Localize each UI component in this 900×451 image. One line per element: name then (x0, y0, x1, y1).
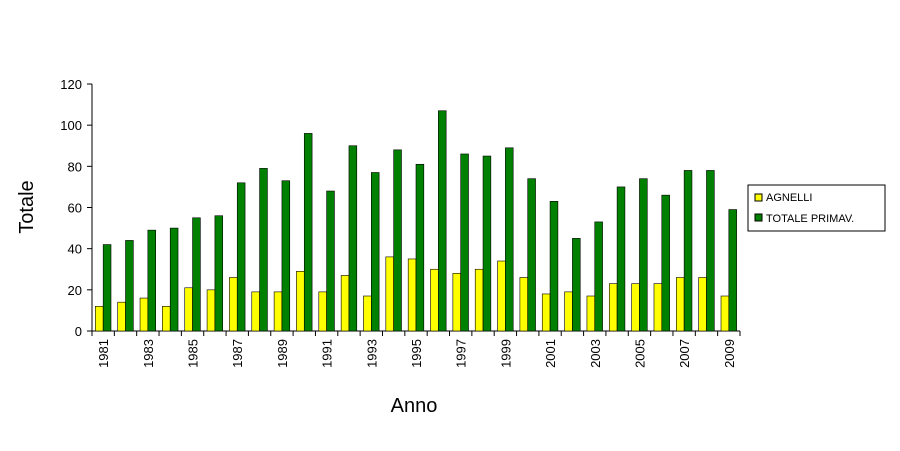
bar-agnelli (296, 271, 305, 332)
bar-totale-primav (438, 110, 447, 332)
x-tick-label: 1985 (186, 339, 201, 368)
bar-agnelli (162, 305, 171, 332)
bar-agnelli (698, 277, 707, 332)
bar-totale-primav (415, 163, 425, 332)
bar-totale-primav (147, 229, 156, 332)
bar-totale-primav (661, 194, 670, 332)
y-tick-label: 40 (68, 242, 82, 257)
x-tick-label: 2007 (677, 339, 692, 368)
bar-totale-primav (259, 168, 268, 332)
bar-totale-primav (348, 145, 358, 332)
x-tick-label: 2003 (588, 339, 603, 368)
bar-agnelli (474, 268, 484, 332)
bar-agnelli (541, 293, 551, 332)
bar-agnelli (653, 283, 663, 332)
bar-agnelli (497, 260, 506, 332)
bar-totale-primav (505, 147, 514, 332)
legend-label-agnelli: AGNELLI (766, 192, 812, 204)
bar-totale-primav (527, 178, 536, 332)
bar-agnelli (340, 275, 350, 332)
x-tick-label: 1997 (454, 339, 469, 368)
bar-agnelli (229, 277, 238, 332)
bar-agnelli (273, 291, 283, 332)
x-tick-label: 1993 (364, 339, 379, 368)
bars (95, 110, 737, 332)
x-tick-label: 1999 (498, 339, 513, 368)
y-tick-label: 80 (68, 159, 82, 174)
bar-totale-primav (549, 201, 559, 332)
legend-box (747, 184, 886, 232)
bar-agnelli (117, 301, 126, 332)
x-tick-label: 2005 (632, 339, 647, 368)
x-tick-label: 1991 (320, 339, 335, 368)
bar-totale-primav (683, 170, 693, 332)
bar-agnelli (318, 291, 327, 332)
legend-label-totale-primav: TOTALE PRIMAV. (766, 213, 854, 225)
bar-agnelli (139, 297, 149, 332)
bar-totale-primav (192, 217, 201, 332)
x-tick-label: 1989 (275, 339, 290, 368)
legend-swatch-agnelli (754, 193, 763, 202)
y-tick-label: 20 (68, 283, 82, 298)
bar-totale-primav (326, 190, 335, 332)
x-tick-label: 1987 (230, 339, 245, 368)
bar-agnelli (608, 283, 618, 332)
y-tick-label: 100 (60, 118, 82, 133)
bar-totale-primav (728, 209, 737, 332)
x-tick-label: 1995 (409, 339, 424, 368)
bar-totale-primav (393, 149, 402, 332)
bar-agnelli (676, 277, 685, 332)
x-axis-title: Anno (391, 395, 438, 417)
bar-agnelli (184, 287, 193, 332)
bar-totale-primav (236, 182, 246, 332)
x-ticks: 1981 1983 1985 1987 1989 1991 1993 1995 1997 1999… (91, 331, 741, 368)
x-tick-label: 2009 (722, 339, 737, 368)
bar-totale-primav (616, 186, 626, 332)
bar-totale-primav (214, 215, 224, 332)
bar-totale-primav (706, 170, 715, 332)
bar-agnelli (363, 295, 372, 332)
bar-agnelli (631, 283, 640, 332)
bar-agnelli (452, 273, 461, 332)
bar-totale-primav (572, 238, 581, 332)
y-tick-label: 120 (60, 77, 82, 92)
bar-totale-primav (482, 155, 492, 332)
bar-agnelli (519, 277, 529, 332)
y-tick-label: 0 (75, 324, 82, 339)
x-tick-label: 1981 (96, 339, 111, 368)
bar-totale-primav (371, 172, 380, 332)
bar-agnelli (95, 305, 104, 332)
bar-agnelli (586, 295, 596, 332)
bar-agnelli (251, 291, 260, 332)
bar-agnelli (430, 268, 439, 332)
bar-totale-primav (169, 227, 179, 332)
bar-totale-primav (303, 133, 313, 332)
bar-agnelli (564, 291, 573, 332)
bar-totale-primav (460, 153, 469, 332)
x-tick-label: 2001 (543, 339, 558, 368)
bar-agnelli (206, 289, 216, 332)
legend: AGNELLI TOTALE PRIMAV. (747, 184, 886, 232)
bar-totale-primav (281, 180, 291, 332)
x-tick-label: 1983 (141, 339, 156, 368)
legend-swatch-totale-primav (754, 213, 763, 222)
y-ticks: 0 20 40 60 80 100 120 (60, 77, 92, 339)
bar-totale-primav (102, 244, 112, 332)
bar-totale-primav (125, 240, 134, 332)
bar-agnelli (407, 258, 417, 332)
bar-agnelli (385, 256, 394, 332)
bar-totale-primav (594, 221, 603, 332)
y-axis-title: Totale (16, 180, 38, 233)
y-tick-label: 60 (68, 201, 82, 216)
bar-totale-primav (639, 178, 648, 332)
bar-agnelli (720, 295, 730, 332)
